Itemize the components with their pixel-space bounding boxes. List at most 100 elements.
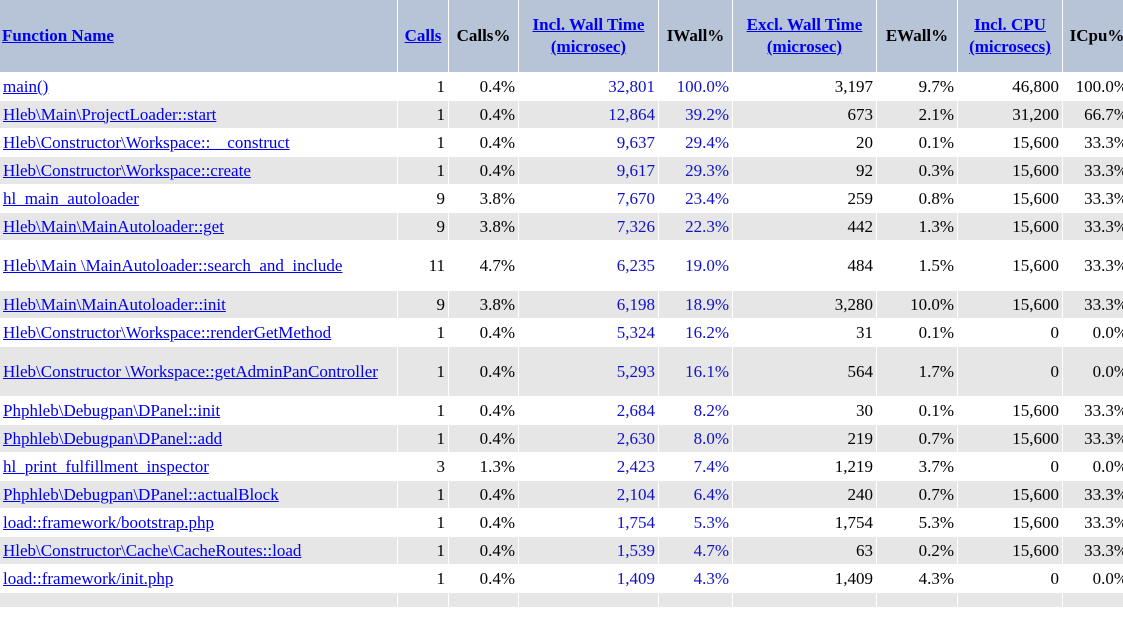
table-row: Hleb\Main\MainAutoloader::init 9 3.8% 6,198… — [0, 291, 1123, 318]
iwall-pct-cell: 5.3% — [659, 509, 732, 536]
function-name-cell: Hleb\Constructor\Cache\CacheRoutes::load — [0, 537, 397, 564]
excl-wall-cell: 484 — [733, 241, 876, 290]
excl-wall-cell: 442 — [733, 213, 876, 240]
function-link[interactable]: hl_print_fulfillment_inspector — [3, 456, 209, 476]
function-name-cell: main() — [0, 73, 397, 100]
incl-wall-cell: 32,801 — [519, 73, 658, 100]
empty-cell — [449, 593, 518, 607]
table-row: main() 1 0.4% 32,801 100.0% 3,197 9.7% 46,800 10… — [0, 73, 1123, 100]
iwall-pct-cell: 4.3% — [659, 565, 732, 592]
icpu-pct-cell: 33.3% — [1063, 129, 1123, 156]
table-row: hl_main_autoloader 9 3.8% 7,670 23.4% 259 0.8%… — [0, 185, 1123, 212]
ewall-pct-cell: 1.5% — [877, 241, 957, 290]
incl-cpu-cell: 15,600 — [958, 241, 1062, 290]
iwall-pct-cell: 22.3% — [659, 213, 732, 240]
excl-wall-cell: 3,280 — [733, 291, 876, 318]
iwall-pct-cell: 29.4% — [659, 129, 732, 156]
table-row: hl_print_fulfillment_inspector 3 1.3% 2,423… — [0, 453, 1123, 480]
function-name-cell: Hleb\Constructor\Workspace::__construct — [0, 129, 397, 156]
table-row: load::framework/init.php 1 0.4% 1,409 4.3% 1,… — [0, 565, 1123, 592]
excl-wall-cell: 20 — [733, 129, 876, 156]
excl-wall-cell: 63 — [733, 537, 876, 564]
excl-wall-cell: 92 — [733, 157, 876, 184]
calls-pct-cell: 0.4% — [449, 101, 518, 128]
col-calls[interactable]: Calls — [398, 0, 448, 72]
calls-cell: 3 — [398, 453, 448, 480]
col-excl-wall[interactable]: Excl. Wall Time (microsec) — [733, 0, 876, 72]
function-link[interactable]: load::framework/init.php — [3, 568, 174, 588]
incl-cpu-cell: 15,600 — [958, 213, 1062, 240]
function-link[interactable]: main() — [3, 76, 49, 96]
iwall-pct-cell: 8.2% — [659, 397, 732, 424]
function-link[interactable]: Hleb\Constructor\Cache\CacheRoutes::load — [3, 540, 302, 560]
sort-excl-wall-link[interactable]: Excl. Wall Time (microsec) — [746, 15, 863, 56]
calls-pct-cell: 0.4% — [449, 565, 518, 592]
incl-cpu-cell: 15,600 — [958, 537, 1062, 564]
icpu-pct-cell: 33.3% — [1063, 509, 1123, 536]
function-link[interactable]: hl_main_autoloader — [3, 188, 139, 208]
function-link[interactable]: load::framework/bootstrap.php — [3, 512, 215, 532]
function-link[interactable]: Hleb\Constructor\Workspace::renderGetMet… — [3, 322, 332, 342]
sort-incl-cpu-link[interactable]: Incl. CPU (microsecs) — [969, 15, 1051, 56]
incl-cpu-cell: 0 — [958, 319, 1062, 346]
col-incl-wall[interactable]: Incl. Wall Time (microsec) — [519, 0, 658, 72]
function-name-cell: load::framework/init.php — [0, 565, 397, 592]
calls-cell: 11 — [398, 241, 448, 290]
icpu-pct-cell: 33.3% — [1063, 397, 1123, 424]
incl-wall-cell: 6,235 — [519, 241, 658, 290]
col-incl-cpu[interactable]: Incl. CPU (microsecs) — [958, 0, 1062, 72]
function-link[interactable]: Phphleb\Debugpan\DPanel::add — [3, 428, 223, 448]
icpu-pct-cell: 33.3% — [1063, 291, 1123, 318]
ewall-pct-cell: 1.7% — [877, 347, 957, 396]
iwall-pct-cell: 39.2% — [659, 101, 732, 128]
calls-cell: 9 — [398, 213, 448, 240]
ewall-pct-cell: 0.7% — [877, 425, 957, 452]
col-function-name[interactable]: Function Name — [0, 0, 397, 72]
ewall-pct-cell: 9.7% — [877, 73, 957, 100]
calls-pct-cell: 0.4% — [449, 397, 518, 424]
function-link[interactable]: Hleb\Main \MainAutoloader::search_and_in… — [3, 255, 343, 275]
function-link[interactable]: Hleb\Main\ProjectLoader::start — [3, 104, 217, 124]
calls-cell: 9 — [398, 291, 448, 318]
incl-cpu-cell: 15,600 — [958, 481, 1062, 508]
function-name-cell: Hleb\Main\ProjectLoader::start — [0, 101, 397, 128]
col-ewall-pct: EWall% — [877, 0, 957, 72]
incl-wall-cell: 1,754 — [519, 509, 658, 536]
function-link[interactable]: Hleb\Constructor\Workspace::__construct — [3, 132, 290, 152]
calls-cell: 1 — [398, 101, 448, 128]
icpu-pct-cell: 0.0% — [1063, 347, 1123, 396]
sort-incl-wall-link[interactable]: Incl. Wall Time (microsec) — [532, 15, 645, 56]
function-link[interactable]: Hleb\Constructor\Workspace::create — [3, 160, 251, 180]
table-row: Hleb\Constructor\Workspace::__construct 1… — [0, 129, 1123, 156]
icpu-pct-cell: 33.3% — [1063, 481, 1123, 508]
table-row: Hleb\Constructor\Workspace::create 1 0.4% 9… — [0, 157, 1123, 184]
function-name-cell: hl_main_autoloader — [0, 185, 397, 212]
iwall-pct-cell: 4.7% — [659, 537, 732, 564]
calls-pct-cell: 0.4% — [449, 509, 518, 536]
ewall-pct-cell: 0.7% — [877, 481, 957, 508]
sort-calls-link[interactable]: Calls — [404, 26, 442, 45]
incl-cpu-cell: 46,800 — [958, 73, 1062, 100]
function-link[interactable]: Hleb\Main\MainAutoloader::get — [3, 216, 224, 236]
incl-wall-cell: 6,198 — [519, 291, 658, 318]
icpu-pct-cell: 33.3% — [1063, 213, 1123, 240]
function-link[interactable]: Hleb\Main\MainAutoloader::init — [3, 294, 226, 314]
icpu-pct-cell: 0.0% — [1063, 319, 1123, 346]
function-link[interactable]: Hleb\Constructor \Workspace::getAdminPan… — [3, 361, 378, 381]
calls-cell: 1 — [398, 73, 448, 100]
table-row: Hleb\Constructor\Cache\CacheRoutes::load… — [0, 537, 1123, 564]
col-iwall-pct: IWall% — [659, 0, 732, 72]
ewall-pct-cell: 4.3% — [877, 565, 957, 592]
calls-cell: 1 — [398, 565, 448, 592]
sort-function-name-link[interactable]: Function Name — [2, 26, 114, 45]
function-link[interactable]: Phphleb\Debugpan\DPanel::actualBlock — [3, 484, 279, 504]
icpu-pct-cell: 0.0% — [1063, 453, 1123, 480]
ewall-pct-cell: 5.3% — [877, 509, 957, 536]
calls-pct-cell: 3.8% — [449, 213, 518, 240]
incl-wall-cell: 5,324 — [519, 319, 658, 346]
incl-wall-cell: 12,864 — [519, 101, 658, 128]
function-link[interactable]: Phphleb\Debugpan\DPanel::init — [3, 400, 221, 420]
table-row: Phphleb\Debugpan\DPanel::actualBlock 1 0.4… — [0, 481, 1123, 508]
iwall-pct-cell: 8.0% — [659, 425, 732, 452]
